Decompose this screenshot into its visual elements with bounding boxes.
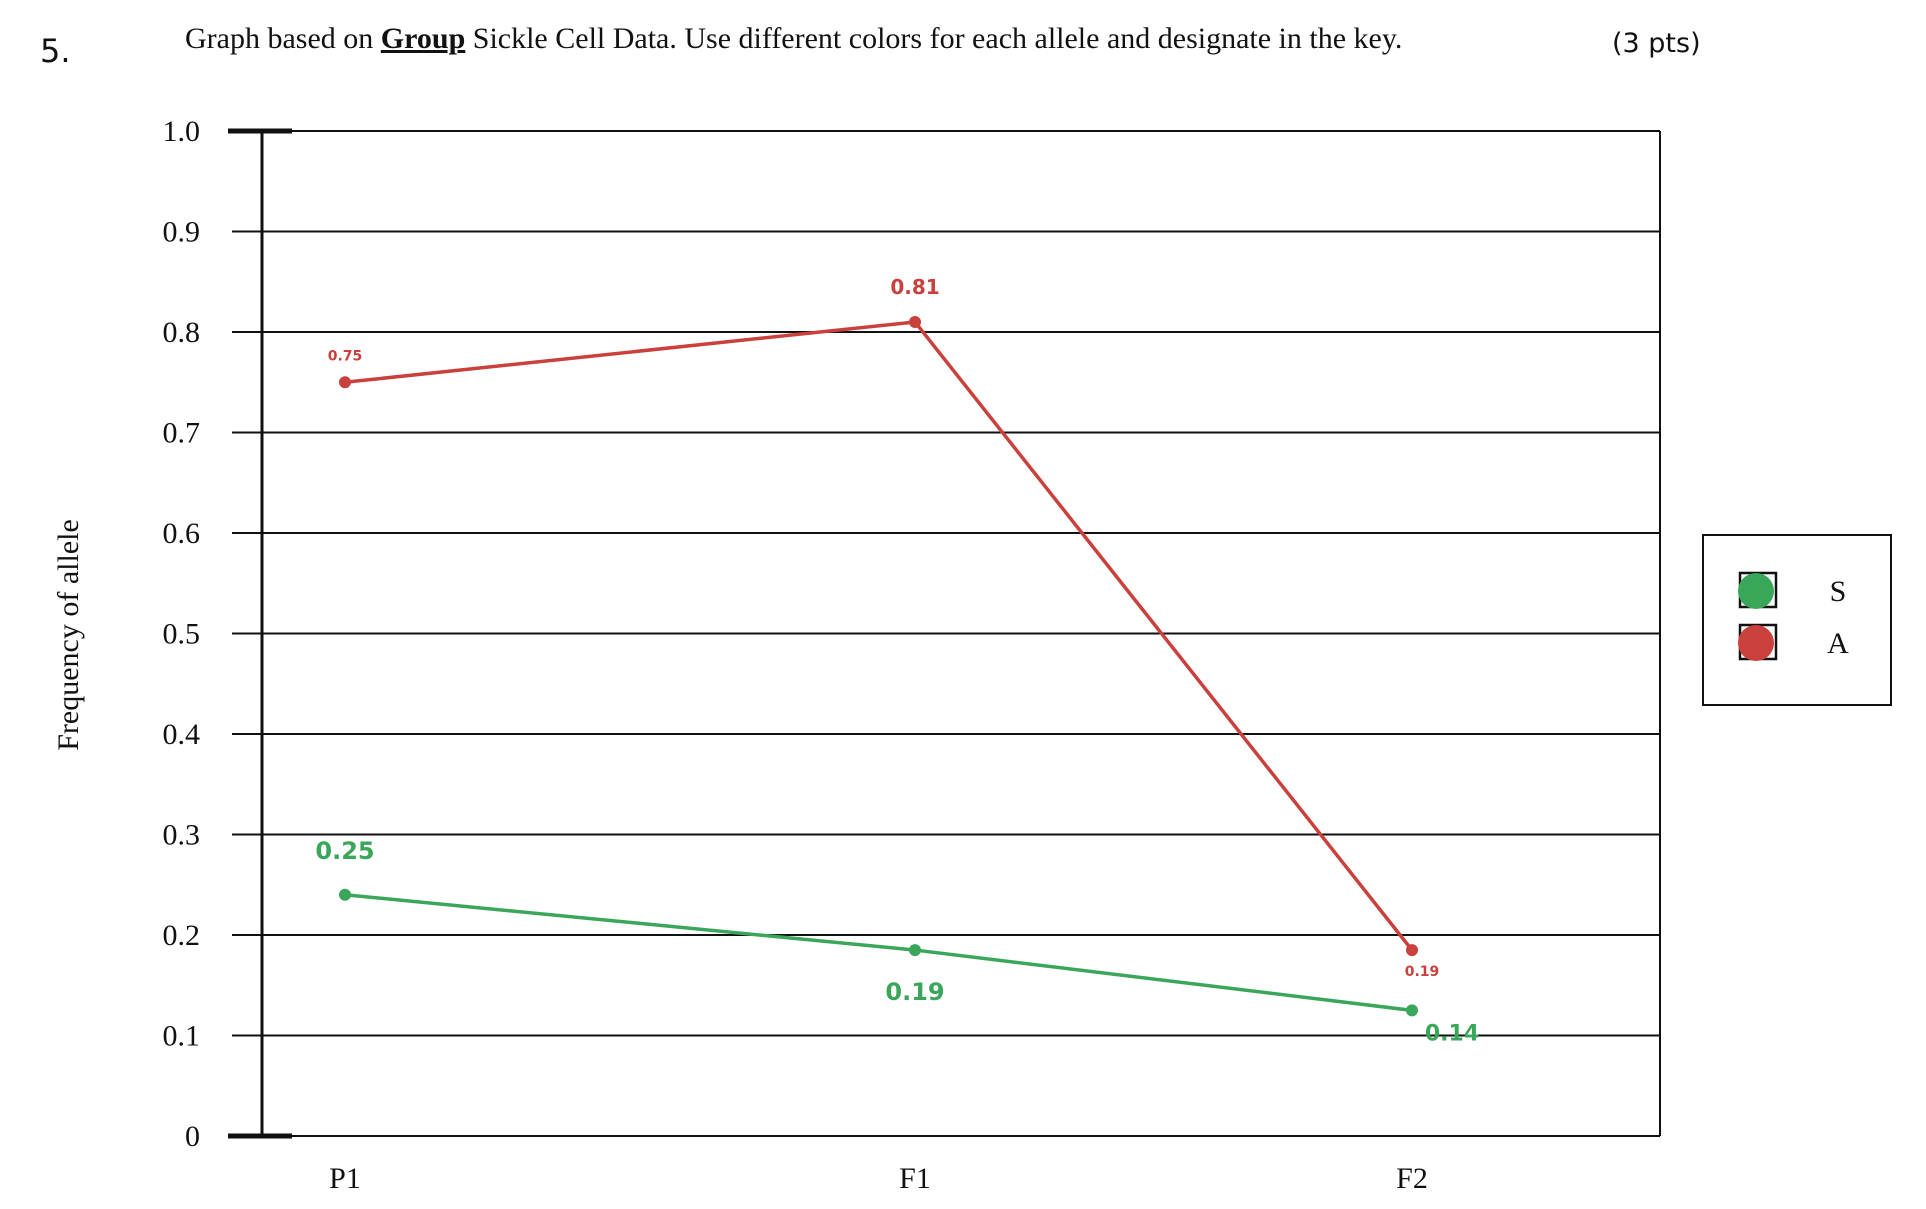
points-label: (3 pts) [1612,28,1701,59]
y-tick-label: 0.6 [163,517,201,550]
question-number: 5. [40,32,71,70]
y-axis-label: Frequency of allele [52,519,85,751]
data-label: 0.19 [885,978,944,1006]
series-line [343,893,1414,1013]
y-tick-label: 0.1 [163,1020,201,1053]
x-tick-label: F2 [1396,1162,1428,1195]
question-prompt: Graph based on Group Sickle Cell Data. U… [185,22,1402,56]
data-point [339,376,351,389]
data-label: 0.81 [890,275,939,299]
y-axis-ticks: 0 0.1 0.2 0.3 0.4 0.5 0.6 0.7 0.8 0.9 1.0 [163,115,201,1153]
y-tick-label: 0.8 [163,316,201,349]
legend-entry-A: A [1738,623,1849,661]
y-tick-label: 0.4 [163,718,201,751]
data-label: 0.25 [315,837,374,865]
data-point [1406,1004,1418,1017]
data-point [909,944,921,957]
y-tick-label: 0.7 [163,417,201,450]
series-S: 0.25 0.19 0.14 [315,837,1479,1047]
y-tick-label: 0.3 [163,819,201,852]
series-A: 0.75 0.81 0.19 [328,275,1440,980]
data-label: 0.14 [1425,1021,1479,1046]
prompt-text-start: Graph based on [185,22,381,55]
x-tick-label: P1 [329,1162,361,1195]
y-tick-label: 0.9 [163,216,201,249]
x-axis-ticks: P1 F1 F2 [329,1162,1428,1195]
y-tick-label: 0 [185,1120,200,1153]
y-tick-label: 1.0 [163,115,201,148]
data-point [339,888,351,901]
x-tick-label: F1 [899,1162,931,1195]
legend-swatch [1738,573,1774,609]
legend-box [1702,534,1892,706]
data-point [1406,944,1418,957]
legend-swatch [1738,625,1774,661]
data-label: 0.75 [328,348,363,364]
prompt-group-word: Group [380,22,466,55]
legend-label: A [1827,627,1849,660]
series-line [343,320,1414,952]
data-point [909,315,921,328]
legend-label: S [1830,575,1847,608]
data-label: 0.19 [1405,964,1440,980]
grid-lines [228,128,1661,1139]
legend: SA [1702,534,1892,706]
prompt-text-end: Sickle Cell Data. Use different colors f… [465,22,1403,55]
y-tick-label: 0.2 [163,919,201,952]
data-series: 0.25 0.19 0.14 0.75 0.81 0.19 [315,275,1479,1046]
legend-entry-S: S [1738,571,1847,609]
y-tick-label: 0.5 [163,618,201,651]
